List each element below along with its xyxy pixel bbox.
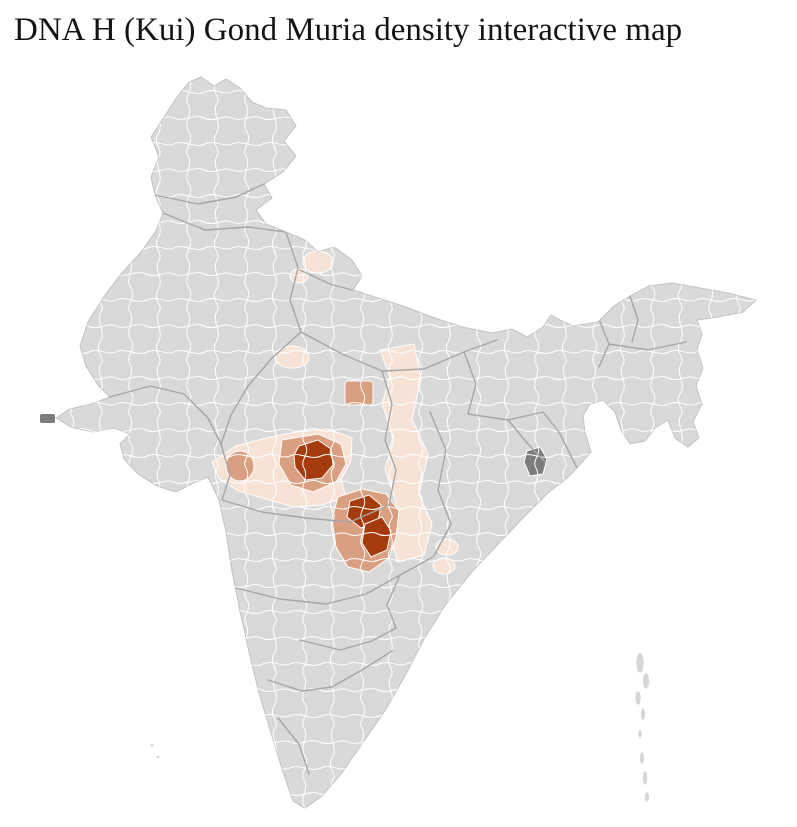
state-borders [109,183,687,775]
lakshadweep-islands[interactable] [150,743,160,759]
district-dark-region-west[interactable] [40,414,55,423]
page-title: DNA H (Kui) Gond Muria density interacti… [14,12,683,48]
andaman-nicobar-islands[interactable] [634,652,650,803]
district-borders [56,77,756,808]
